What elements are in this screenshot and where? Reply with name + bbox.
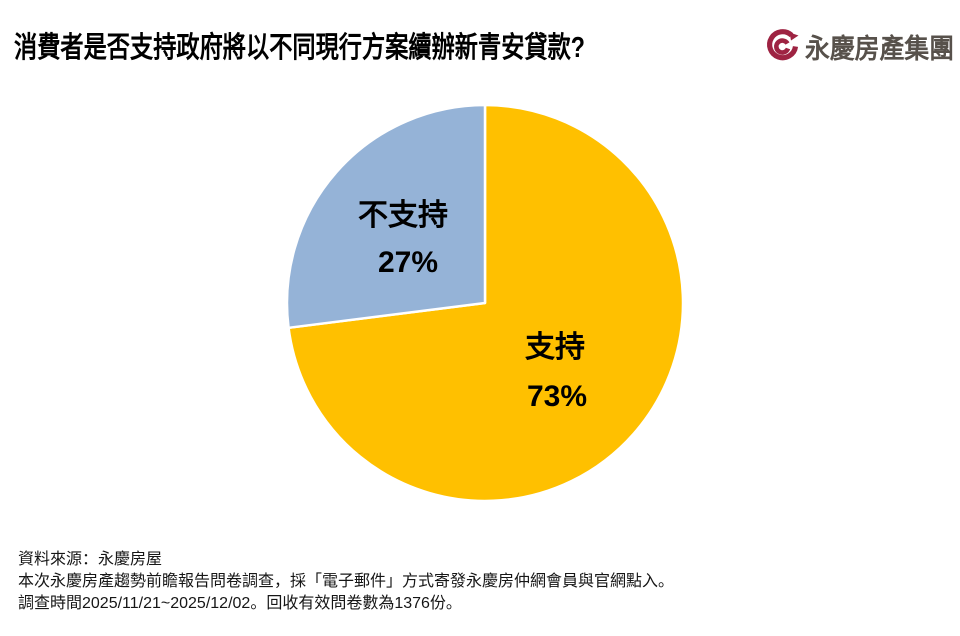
pie-svg <box>285 103 685 503</box>
source-notes: 資料來源：永慶房屋 本次永慶房產趨勢前瞻報告問卷調查，採「電子郵件」方式寄發永慶… <box>18 549 674 615</box>
brand-logo: 永慶房產集團 <box>764 27 960 65</box>
period-line: 調查時間2025/11/21~2025/12/02。回收有效問卷數為1376份。 <box>18 595 462 612</box>
source-line: 資料來源：永慶房屋 <box>18 551 163 568</box>
brand-logo-icon <box>764 27 801 65</box>
method-line: 本次永慶房產趨勢前瞻報告問卷調查，採「電子郵件」方式寄發永慶房仲網會員與官網點入… <box>18 573 675 590</box>
slice-value-oppose: 27% <box>377 246 439 279</box>
slice-label-oppose: 不支持 <box>358 199 448 232</box>
brand-logo-text: 永慶房產集團 <box>805 33 955 64</box>
slice-value-support: 73% <box>526 380 588 413</box>
pie-slice-oppose <box>285 103 487 330</box>
pie-chart: 不支持 27% 支持 73% <box>285 103 685 503</box>
slice-label-support: 支持 <box>525 331 585 364</box>
page-title: 消費者是否支持政府將以不同現行方案續辦新青安貸款? <box>14 32 585 64</box>
